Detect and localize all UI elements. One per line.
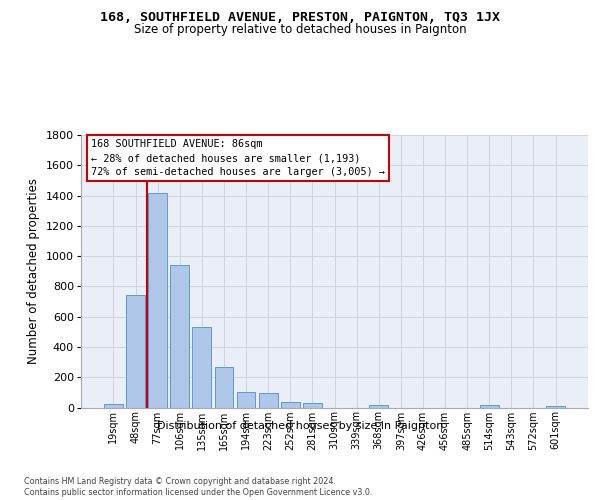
Bar xyxy=(303,404,322,407)
Bar xyxy=(126,294,145,408)
Bar xyxy=(104,404,123,407)
Bar xyxy=(170,265,189,408)
Bar xyxy=(370,405,388,407)
Y-axis label: Number of detached properties: Number of detached properties xyxy=(28,178,40,364)
Text: Size of property relative to detached houses in Paignton: Size of property relative to detached ho… xyxy=(134,22,466,36)
Bar xyxy=(193,328,211,407)
Bar xyxy=(480,405,499,407)
Text: Distribution of detached houses by size in Paignton: Distribution of detached houses by size … xyxy=(157,421,443,431)
Bar xyxy=(281,402,299,407)
Bar xyxy=(546,406,565,407)
Bar xyxy=(215,368,233,408)
Bar xyxy=(148,192,167,408)
Text: Contains HM Land Registry data © Crown copyright and database right 2024.
Contai: Contains HM Land Registry data © Crown c… xyxy=(24,478,373,497)
Text: 168, SOUTHFIELD AVENUE, PRESTON, PAIGNTON, TQ3 1JX: 168, SOUTHFIELD AVENUE, PRESTON, PAIGNTO… xyxy=(100,11,500,24)
Bar xyxy=(259,394,278,407)
Bar xyxy=(236,392,256,407)
Text: 168 SOUTHFIELD AVENUE: 86sqm
← 28% of detached houses are smaller (1,193)
72% of: 168 SOUTHFIELD AVENUE: 86sqm ← 28% of de… xyxy=(91,139,385,177)
